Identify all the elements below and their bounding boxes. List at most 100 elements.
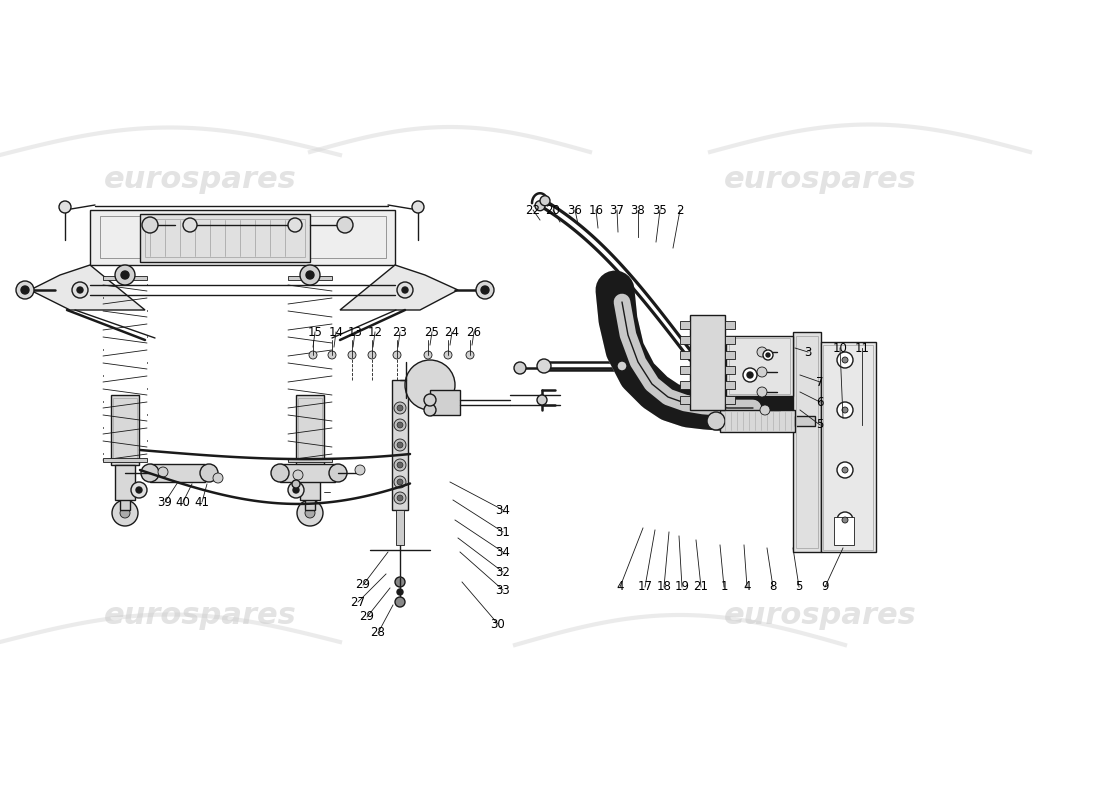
Circle shape bbox=[393, 351, 402, 359]
Circle shape bbox=[537, 359, 551, 373]
Text: 23: 23 bbox=[393, 326, 407, 338]
Circle shape bbox=[397, 495, 403, 501]
Bar bbox=[90, 210, 395, 265]
Bar bbox=[821, 342, 876, 552]
Circle shape bbox=[397, 405, 403, 411]
Text: 41: 41 bbox=[195, 495, 209, 509]
Bar bbox=[823, 345, 873, 550]
Bar bbox=[140, 214, 310, 262]
Circle shape bbox=[183, 218, 197, 232]
Bar bbox=[111, 395, 139, 465]
Circle shape bbox=[395, 577, 405, 587]
Text: 28: 28 bbox=[371, 626, 385, 639]
Bar bbox=[145, 219, 305, 257]
Text: 37: 37 bbox=[609, 203, 625, 217]
Bar bbox=[729, 338, 790, 394]
Circle shape bbox=[466, 351, 474, 359]
Bar bbox=[288, 458, 332, 462]
Bar bbox=[300, 465, 320, 500]
Bar bbox=[725, 381, 735, 389]
Text: 7: 7 bbox=[816, 375, 824, 389]
Circle shape bbox=[131, 482, 147, 498]
Circle shape bbox=[837, 462, 852, 478]
Circle shape bbox=[412, 201, 424, 213]
Circle shape bbox=[397, 282, 412, 298]
Bar bbox=[150, 464, 205, 482]
Circle shape bbox=[837, 512, 852, 528]
Bar bbox=[103, 276, 147, 280]
Circle shape bbox=[142, 217, 158, 233]
Circle shape bbox=[293, 470, 303, 480]
Circle shape bbox=[424, 404, 436, 416]
Circle shape bbox=[757, 367, 767, 377]
Text: 33: 33 bbox=[496, 583, 510, 597]
Text: 40: 40 bbox=[176, 495, 190, 509]
Circle shape bbox=[476, 281, 494, 299]
Text: 36: 36 bbox=[568, 203, 582, 217]
Circle shape bbox=[112, 500, 138, 526]
Bar bbox=[720, 410, 795, 432]
Circle shape bbox=[837, 402, 852, 418]
Circle shape bbox=[514, 362, 526, 374]
Bar bbox=[680, 321, 690, 329]
Circle shape bbox=[617, 361, 627, 371]
Circle shape bbox=[329, 464, 346, 482]
Circle shape bbox=[397, 479, 403, 485]
Circle shape bbox=[158, 467, 168, 477]
Circle shape bbox=[394, 402, 406, 414]
Circle shape bbox=[397, 422, 403, 428]
Circle shape bbox=[760, 405, 770, 415]
Bar bbox=[113, 398, 138, 462]
Circle shape bbox=[293, 487, 299, 493]
Text: 35: 35 bbox=[652, 203, 668, 217]
Bar bbox=[726, 336, 793, 396]
Text: eurospares: eurospares bbox=[724, 601, 916, 630]
Text: 29: 29 bbox=[360, 610, 374, 623]
Circle shape bbox=[72, 282, 88, 298]
Bar bbox=[103, 458, 147, 462]
Text: 27: 27 bbox=[351, 595, 365, 609]
Text: 1: 1 bbox=[720, 581, 728, 594]
Circle shape bbox=[288, 482, 304, 498]
Circle shape bbox=[355, 465, 365, 475]
Circle shape bbox=[444, 351, 452, 359]
Text: 12: 12 bbox=[367, 326, 383, 338]
Text: 22: 22 bbox=[526, 203, 540, 217]
Circle shape bbox=[394, 419, 406, 431]
Bar bbox=[690, 315, 725, 410]
Text: 4: 4 bbox=[616, 581, 624, 594]
Text: 30: 30 bbox=[491, 618, 505, 630]
Circle shape bbox=[397, 442, 403, 448]
Bar bbox=[100, 216, 386, 258]
Bar bbox=[793, 332, 821, 552]
Circle shape bbox=[141, 464, 160, 482]
Bar bbox=[725, 366, 735, 374]
Circle shape bbox=[394, 439, 406, 451]
Text: 25: 25 bbox=[425, 326, 439, 338]
Bar bbox=[834, 517, 854, 545]
Circle shape bbox=[766, 353, 770, 357]
Circle shape bbox=[297, 500, 323, 526]
Text: 39: 39 bbox=[157, 495, 173, 509]
Circle shape bbox=[402, 287, 408, 293]
Text: 9: 9 bbox=[822, 581, 828, 594]
Circle shape bbox=[21, 286, 29, 294]
Circle shape bbox=[397, 589, 403, 595]
Circle shape bbox=[424, 394, 436, 406]
Circle shape bbox=[837, 352, 852, 368]
Text: 10: 10 bbox=[833, 342, 847, 354]
Bar bbox=[795, 416, 815, 426]
Text: 16: 16 bbox=[588, 203, 604, 217]
Circle shape bbox=[120, 508, 130, 518]
Circle shape bbox=[842, 407, 848, 413]
Circle shape bbox=[328, 351, 336, 359]
Polygon shape bbox=[30, 265, 145, 310]
Text: 26: 26 bbox=[466, 326, 482, 338]
Text: 24: 24 bbox=[444, 326, 460, 338]
Circle shape bbox=[757, 387, 767, 397]
Bar bbox=[680, 336, 690, 344]
Bar bbox=[680, 381, 690, 389]
Circle shape bbox=[395, 597, 405, 607]
Circle shape bbox=[213, 473, 223, 483]
Circle shape bbox=[348, 351, 356, 359]
